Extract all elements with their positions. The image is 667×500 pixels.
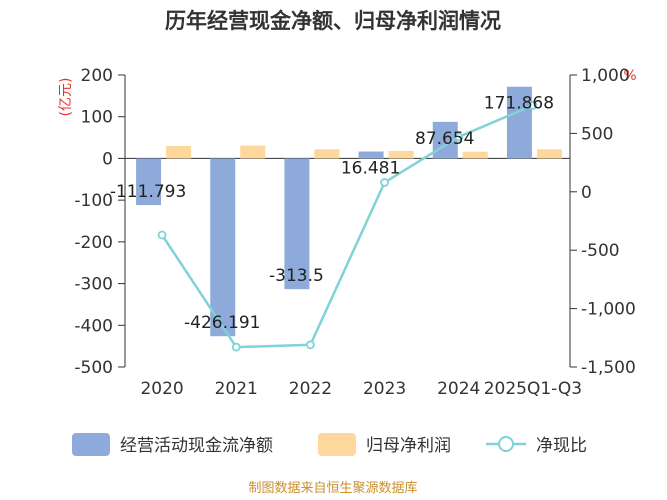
left-tick-label: -100 bbox=[74, 191, 113, 211]
legend-label-ratio: 净现比 bbox=[536, 436, 587, 456]
ratio-line-layer bbox=[157, 100, 538, 352]
x-tick-label: 2020 bbox=[140, 379, 183, 399]
netprofit-bar bbox=[314, 149, 340, 159]
left-tick-label: -200 bbox=[74, 233, 113, 253]
ratio-point bbox=[380, 178, 389, 187]
right-tick-label: 0 bbox=[581, 183, 592, 203]
cashflow-bar bbox=[210, 158, 236, 337]
left-tick-label: 100 bbox=[81, 108, 113, 128]
cashflow-data-label: 16.481 bbox=[341, 159, 400, 179]
netprofit-bar bbox=[166, 145, 192, 159]
netprofit-bar bbox=[240, 145, 266, 159]
left-axis-unit: (亿元) bbox=[58, 78, 74, 117]
cashflow-data-label: -111.793 bbox=[110, 182, 186, 202]
right-tick-label: 500 bbox=[581, 124, 613, 144]
cashflow-bar bbox=[136, 158, 162, 206]
ratio-point bbox=[306, 340, 315, 350]
netprofit-bar bbox=[536, 149, 562, 159]
right-tick-label: -1,000 bbox=[581, 300, 636, 320]
bars bbox=[136, 86, 562, 337]
x-tick-label: 2024 bbox=[437, 379, 480, 399]
right-tick-label: 1,000 bbox=[581, 66, 630, 86]
cashflow-data-label: 171.868 bbox=[484, 94, 554, 114]
x-tick-label: 2025Q1-Q3 bbox=[484, 379, 582, 399]
legend: 经营活动现金流净额 归母净利润 净现比 bbox=[72, 433, 587, 456]
x-tick-label: 2021 bbox=[215, 379, 258, 399]
cashflow-bar bbox=[284, 158, 310, 290]
right-axis-unit: % bbox=[623, 68, 636, 84]
axes: 200 100 0 -100 -200 -300 -400 -500 1,000 500 0 -500… bbox=[74, 66, 635, 399]
cashflow-bar bbox=[358, 151, 384, 159]
netprofit-bar bbox=[388, 150, 414, 159]
legend-label-netprofit: 归母净利润 bbox=[366, 436, 451, 456]
data-labels: -111.793 -426.191 -313.5 16.481 87.654 171.86… bbox=[110, 94, 554, 333]
ratio-point bbox=[157, 230, 167, 240]
cashflow-data-label: 87.654 bbox=[415, 129, 474, 149]
cashflow-bar bbox=[506, 86, 532, 159]
right-tick-label: -1,500 bbox=[581, 358, 636, 378]
netprofit-bar bbox=[462, 151, 488, 159]
left-tick-label: -500 bbox=[74, 358, 113, 378]
left-tick-label: 200 bbox=[81, 66, 113, 86]
right-tick-label: -500 bbox=[581, 241, 620, 261]
ratio-point bbox=[528, 100, 538, 110]
legend-swatch-cashflow bbox=[72, 433, 110, 456]
left-tick-label: 0 bbox=[102, 149, 113, 169]
left-tick-label: -300 bbox=[74, 275, 113, 295]
chart-title: 历年经营现金净额、归母净利润情况 bbox=[165, 9, 501, 33]
x-tick-label: 2022 bbox=[289, 379, 332, 399]
source-note: 制图数据来自恒生聚源数据库 bbox=[248, 480, 417, 496]
legend-marker-ratio bbox=[498, 436, 514, 452]
cashflow-data-label: -426.191 bbox=[184, 313, 260, 333]
ratio-point bbox=[454, 132, 464, 142]
legend-swatch-netprofit bbox=[318, 433, 356, 456]
x-tick-label: 2023 bbox=[363, 379, 406, 399]
ratio-point bbox=[231, 342, 241, 352]
ratio-line bbox=[161, 104, 534, 349]
cashflow-data-label: -313.5 bbox=[269, 266, 324, 286]
left-tick-label: -400 bbox=[74, 316, 113, 336]
legend-label-cashflow: 经营活动现金流净额 bbox=[120, 436, 273, 456]
